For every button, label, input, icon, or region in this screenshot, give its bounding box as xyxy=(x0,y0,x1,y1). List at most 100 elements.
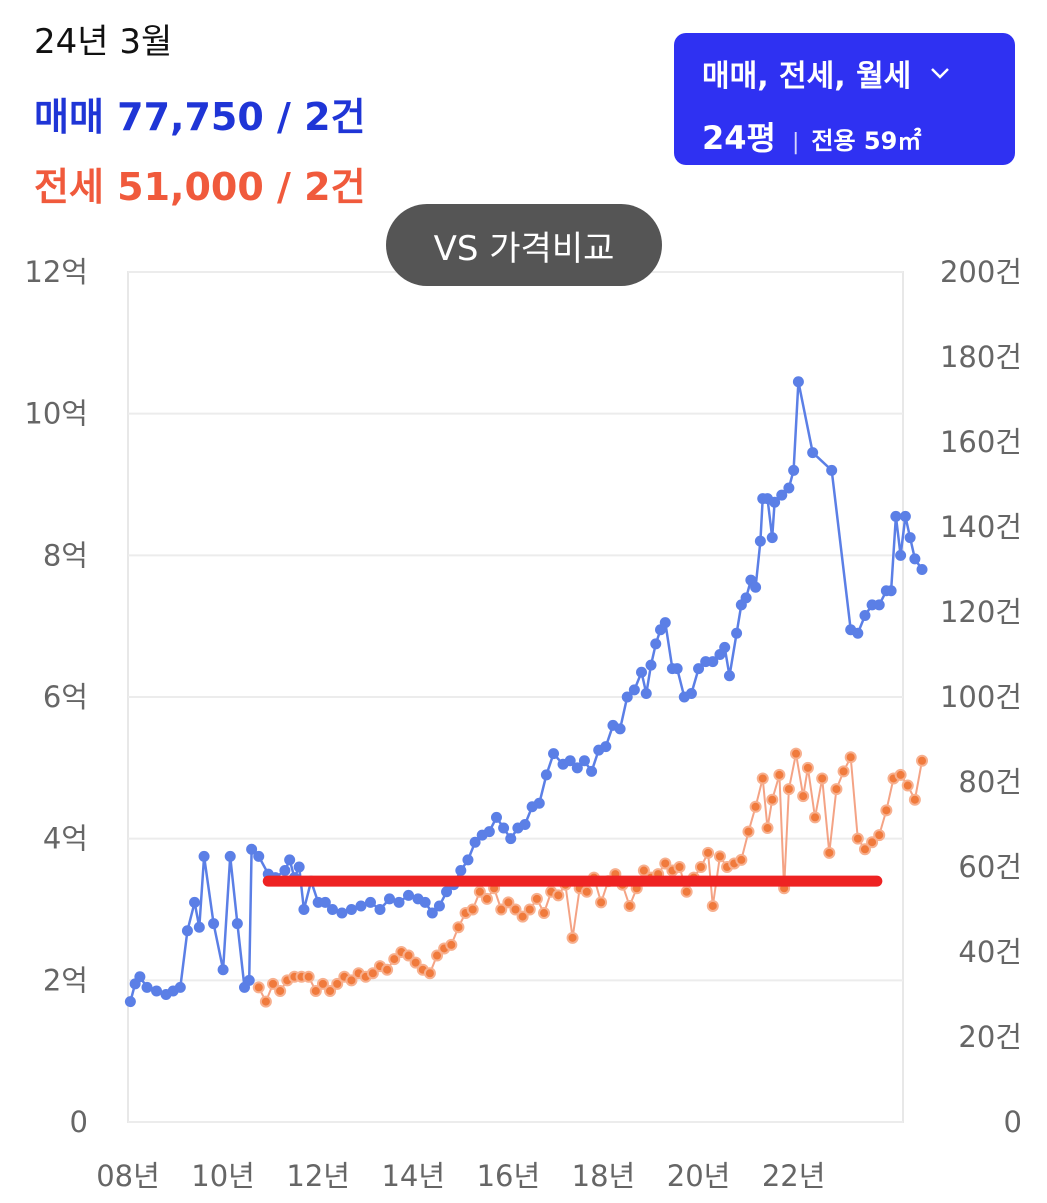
jeonse-data-point xyxy=(894,768,907,781)
y-right-tick-label: 120건 xyxy=(940,595,1022,629)
jeonse-data-point xyxy=(816,772,829,785)
price-chart: 0 2억 4억 6억 8억 10억 12억 0 20건 40건 60건 80건 100건 120건 140건… xyxy=(24,255,1022,1193)
jeonse-summary-label: 전세 xyxy=(34,165,104,209)
sale-data-point xyxy=(141,981,153,993)
jeonse-data-point xyxy=(309,984,322,997)
separator: | xyxy=(791,130,800,155)
sale-data-point xyxy=(419,896,431,908)
sale-data-point xyxy=(792,376,804,388)
jeonse-data-point xyxy=(409,956,422,969)
jeonse-data-point xyxy=(302,970,315,983)
y-right-tick-label: 140건 xyxy=(940,510,1022,544)
sale-data-point xyxy=(519,819,531,830)
sale-data-point xyxy=(640,687,652,699)
sale-data-point xyxy=(433,900,445,912)
jeonse-data-point xyxy=(749,800,762,813)
y-left-tick-label: 6억 xyxy=(43,680,88,714)
y-right-tick-label: 0 xyxy=(1004,1105,1022,1139)
sale-data-point xyxy=(441,886,453,898)
jeonse-data-point xyxy=(916,754,929,767)
sale-data-point xyxy=(586,765,598,777)
sale-data-point xyxy=(723,670,735,682)
sale-data-point xyxy=(776,489,788,501)
jeonse-data-point xyxy=(388,953,401,966)
sale-data-point xyxy=(645,659,657,671)
jeonse-data-point xyxy=(466,903,479,916)
jeonse-data-point xyxy=(637,864,650,877)
sale-data-point xyxy=(564,755,576,767)
jeonse-data-point xyxy=(552,889,565,902)
jeonse-data-point xyxy=(713,850,726,863)
sale-data-point xyxy=(181,925,193,937)
sale-data-point xyxy=(628,684,640,696)
x-tick-label: 08년 xyxy=(96,1159,160,1193)
sale-summary-label: 매매 xyxy=(34,95,104,139)
date-label: 24년 3월 xyxy=(34,22,173,62)
sale-data-point xyxy=(750,581,762,593)
x-tick-label: 12년 xyxy=(286,1159,350,1193)
sale-data-point xyxy=(635,666,647,678)
jeonse-data-point xyxy=(766,793,779,806)
jeonse-data-point xyxy=(267,977,280,990)
sale-data-point xyxy=(174,981,186,993)
jeonse-data-point xyxy=(538,907,551,920)
sale-data-point xyxy=(490,811,502,823)
x-tick-label: 14년 xyxy=(381,1159,445,1193)
jeonse-data-point xyxy=(782,783,795,796)
sale-data-point xyxy=(498,822,510,834)
sale-data-point xyxy=(885,585,897,597)
jeonse-data-point xyxy=(509,903,522,916)
sale-data-point xyxy=(469,836,481,848)
jeonse-data-point xyxy=(797,790,810,803)
sale-summary: 매매 77,750 / 2건 xyxy=(34,86,366,141)
sale-data-point xyxy=(766,532,778,544)
jeonse-data-point xyxy=(858,843,871,856)
jeonse-data-point xyxy=(680,885,693,898)
jeonse-data-point xyxy=(901,779,914,792)
jeonse-data-point xyxy=(761,822,774,835)
y-left-tick-label: 2억 xyxy=(43,963,88,997)
sale-data-point xyxy=(224,850,236,862)
pyeong-label: 24평 xyxy=(702,119,776,157)
sale-data-point xyxy=(671,663,683,675)
sale-data-point xyxy=(904,532,916,544)
jeonse-data-point xyxy=(908,793,921,806)
x-tick-label: 16년 xyxy=(477,1159,541,1193)
y-left-tick-label: 4억 xyxy=(43,822,88,856)
sale-data-point xyxy=(198,850,210,862)
sale-data-point xyxy=(890,510,902,522)
jeonse-data-point xyxy=(473,885,486,898)
sale-data-point xyxy=(909,553,921,565)
jeonse-data-point xyxy=(866,836,879,849)
jeonse-data-point xyxy=(873,829,886,842)
y-right-tick-label: 160건 xyxy=(940,425,1022,459)
sale-data-point xyxy=(253,850,265,862)
sale-data-point xyxy=(243,974,255,986)
vs-compare-button[interactable]: VS 가격비교 xyxy=(386,204,662,286)
y-right-tick-label: 200건 xyxy=(940,255,1022,289)
sale-data-point xyxy=(393,896,405,908)
y-right-tick-label: 60건 xyxy=(958,850,1022,884)
y-right-tick-label: 100건 xyxy=(940,680,1022,714)
chevron-down-icon xyxy=(931,68,950,79)
x-tick-label: 10년 xyxy=(191,1159,255,1193)
deal-type-filter-button[interactable]: 매매, 전세, 월세 24평 | 전용 59㎡ xyxy=(674,33,1015,165)
sale-data-point xyxy=(403,889,415,901)
sale-data-point xyxy=(899,510,911,522)
sale-data-point xyxy=(783,482,795,494)
jeonse-data-point xyxy=(809,811,822,824)
sale-data-point xyxy=(284,854,296,866)
jeonse-data-point xyxy=(331,977,344,990)
sale-data-point xyxy=(246,843,258,855)
sale-data-point xyxy=(426,907,438,919)
jeonse-data-point xyxy=(706,899,719,912)
sale-data-point xyxy=(345,904,357,915)
jeonse-data-point xyxy=(673,861,686,873)
sale-data-point xyxy=(319,896,331,908)
jeonse-data-point xyxy=(851,832,864,845)
sale-data-point xyxy=(193,921,205,933)
jeonse-data-point xyxy=(659,857,672,870)
sale-data-point xyxy=(384,893,396,905)
sale-data-point xyxy=(614,723,626,735)
jeonse-data-point xyxy=(880,804,893,817)
